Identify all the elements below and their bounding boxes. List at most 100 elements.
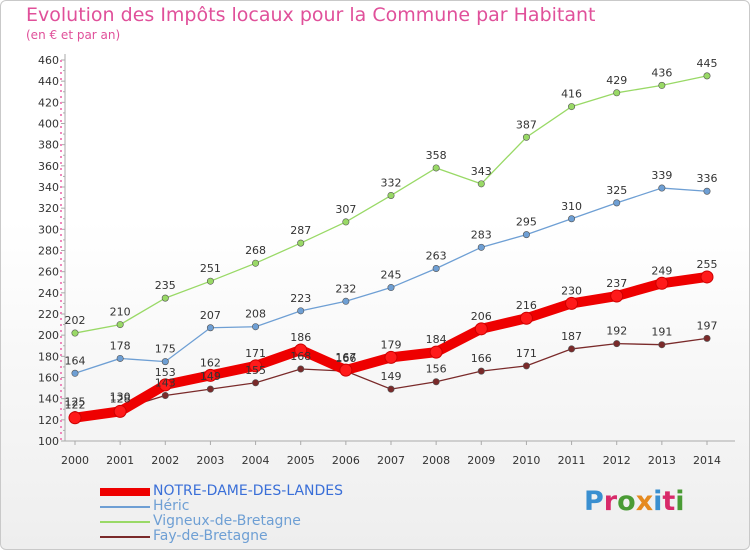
axis-guide-dot — [60, 144, 62, 146]
y-tick-label: 460 — [38, 54, 59, 67]
data-label: 230 — [561, 284, 582, 297]
series-point — [161, 391, 169, 399]
axis-guide-dot — [60, 372, 62, 374]
series-point — [522, 133, 530, 141]
data-label: 125 — [65, 396, 86, 409]
series-point — [116, 321, 124, 329]
series-point — [568, 345, 576, 353]
y-tick-label: 420 — [38, 96, 59, 109]
axis-guide-dot — [60, 312, 62, 314]
logo-letter: o — [617, 486, 636, 517]
data-label: 436 — [651, 66, 672, 79]
axis-guide-dot — [60, 336, 62, 338]
data-label: 156 — [426, 363, 447, 376]
y-tick-label: 280 — [38, 245, 59, 258]
axis-guide-dot — [60, 432, 62, 434]
axis-guide-dot — [60, 420, 62, 422]
data-label: 128 — [110, 392, 131, 405]
legend-swatch — [100, 521, 150, 523]
series-point — [161, 294, 169, 302]
axis-guide-dot — [60, 270, 62, 272]
axis-guide-dot — [60, 72, 62, 74]
axis-guide-dot — [60, 240, 62, 242]
axis-guide-dot — [60, 306, 62, 308]
data-label: 255 — [697, 258, 718, 271]
series-point — [252, 379, 260, 387]
axis-guide-dot — [60, 162, 62, 164]
series-point — [568, 215, 576, 223]
series-point — [387, 385, 395, 393]
data-label: 208 — [245, 308, 266, 321]
axis-guide-dot — [60, 348, 62, 350]
data-label: 216 — [516, 299, 537, 312]
data-label: 155 — [245, 364, 266, 377]
series-point — [206, 277, 214, 285]
proxiti-logo: Proxiti — [584, 486, 685, 517]
axis-guide-dot — [60, 108, 62, 110]
data-label: 339 — [651, 169, 672, 182]
legend-swatch — [100, 488, 150, 496]
axis-guide-dot — [60, 222, 62, 224]
axis-guide-dot — [60, 78, 62, 80]
series-point — [522, 231, 530, 239]
data-label: 310 — [561, 200, 582, 213]
legend-label: Fay-de-Bretagne — [153, 528, 268, 544]
y-tick-label: 100 — [38, 435, 59, 448]
series-point — [522, 362, 530, 370]
data-label: 162 — [200, 356, 221, 369]
axis-guide-dot — [60, 198, 62, 200]
axis-guide-dot — [60, 174, 62, 176]
series-point — [565, 296, 579, 310]
axis-guide-dot — [60, 366, 62, 368]
axis-guide-dot — [60, 402, 62, 404]
series-point — [658, 341, 666, 349]
axis-guide-dot — [60, 186, 62, 188]
series-point — [703, 187, 711, 195]
data-label: 268 — [245, 244, 266, 257]
data-label: 251 — [200, 262, 221, 275]
data-label: 210 — [110, 306, 131, 319]
series-point — [71, 369, 79, 377]
axis-guide-dot — [60, 156, 62, 158]
data-label: 164 — [65, 354, 86, 367]
data-label: 179 — [381, 338, 402, 351]
series-point — [700, 270, 714, 284]
data-label: 223 — [290, 292, 311, 305]
series-point — [703, 72, 711, 80]
y-tick-label: 120 — [38, 414, 59, 427]
data-label: 184 — [426, 333, 447, 346]
x-tick-label: 2008 — [422, 454, 450, 467]
series-point — [703, 334, 711, 342]
axis-guide-dot — [60, 210, 62, 212]
series-point — [297, 365, 305, 373]
x-tick-label: 2009 — [467, 454, 495, 467]
axis-guide-dot — [60, 234, 62, 236]
series-point — [203, 368, 217, 382]
data-label: 232 — [335, 282, 356, 295]
series-point — [294, 343, 308, 357]
axis-guide-dot — [60, 354, 62, 356]
axis-guide-dot — [60, 264, 62, 266]
data-label: 249 — [651, 264, 672, 277]
axis-guide-dot — [60, 414, 62, 416]
series-point — [477, 367, 485, 375]
data-label: 263 — [426, 249, 447, 262]
series-point — [568, 103, 576, 111]
data-label: 122 — [65, 399, 86, 412]
legend-label: Héric — [153, 498, 190, 514]
series-point — [429, 345, 443, 359]
x-tick-label: 2011 — [558, 454, 586, 467]
y-tick-label: 220 — [38, 308, 59, 321]
data-label: 416 — [561, 88, 582, 101]
axis-guide-dot — [60, 276, 62, 278]
axis-guide-dot — [60, 246, 62, 248]
x-tick-label: 2004 — [242, 454, 270, 467]
x-tick-label: 2007 — [377, 454, 405, 467]
axis-guide-dot — [60, 84, 62, 86]
data-label: 166 — [471, 352, 492, 365]
data-label: 178 — [110, 339, 131, 352]
axis-guide-dot — [60, 60, 62, 62]
x-tick-label: 2013 — [648, 454, 676, 467]
y-tick-label: 380 — [38, 139, 59, 152]
series-point — [432, 264, 440, 272]
